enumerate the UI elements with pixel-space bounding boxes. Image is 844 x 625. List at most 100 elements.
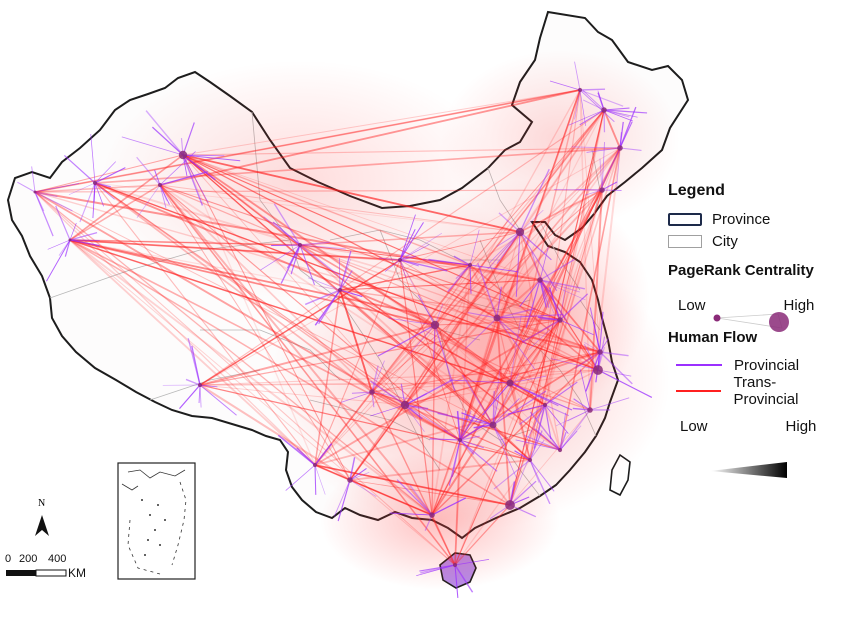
provincial-flow	[390, 512, 433, 516]
trans-provincial-flow	[339, 264, 471, 291]
trans-provincial-flow	[496, 109, 605, 319]
provincial-flow	[456, 410, 461, 441]
provincial-flow	[492, 390, 547, 426]
provincial-flow	[597, 90, 605, 111]
trans-provincial-flow	[69, 239, 401, 261]
provincial-flow	[399, 255, 417, 261]
pagerank-low-label: Low	[678, 296, 706, 314]
scale-bar	[6, 569, 67, 577]
provincial-flow	[514, 450, 531, 461]
provincial-flow	[388, 317, 436, 326]
trans-provincial-flow	[509, 109, 605, 506]
trans-provincial-flow	[496, 279, 541, 319]
provincial-flow	[496, 314, 564, 319]
trans-provincial-flow	[69, 239, 401, 261]
provincial-flow	[469, 264, 472, 294]
provincial-flow	[299, 244, 346, 250]
provincial-flow	[559, 425, 582, 451]
trans-provincial-flow	[69, 154, 184, 241]
provincial-line	[676, 364, 722, 366]
trans-provincial-flow	[69, 239, 301, 246]
trans-provincial-flow	[182, 154, 351, 481]
provincial-flow	[299, 244, 316, 285]
trans-provincial-flow	[431, 147, 621, 516]
trans-provincial-flow	[371, 109, 605, 393]
trans-provincial-flow	[69, 239, 461, 441]
intensity-high-label: High	[785, 417, 817, 435]
provincial-flow	[599, 351, 629, 357]
provincial-flow	[597, 369, 632, 377]
trans-provincial-flow	[349, 459, 531, 481]
provincial-flow	[371, 360, 385, 393]
provincial-flow	[191, 345, 201, 386]
provincial-flow	[537, 316, 561, 321]
pagerank-high-label: High	[783, 296, 815, 314]
provincial-flow	[399, 259, 407, 278]
scale-tick-400: 400	[48, 553, 67, 565]
provincial-flow	[549, 435, 561, 451]
trans-provincial-flow	[434, 324, 511, 384]
provincial-flow	[199, 384, 202, 408]
provincial-flow	[559, 431, 567, 451]
provincial-flow	[349, 479, 377, 497]
provincial-flow	[285, 464, 316, 491]
trans-provincial-flow	[69, 239, 511, 384]
trans-provincial-flow	[349, 404, 406, 481]
trans-provincial-flow	[509, 319, 561, 384]
trans-provincial-flow	[529, 89, 581, 461]
intensity-low-label: Low	[680, 417, 708, 435]
trans-provincial-flow	[404, 231, 521, 406]
provincial-flow	[94, 167, 126, 184]
trans-provincial-flow	[509, 147, 621, 384]
provincial-flow	[579, 369, 591, 411]
provincial-flow	[544, 404, 569, 434]
trans-provincial-flow	[431, 147, 621, 516]
provincial-flow	[64, 239, 71, 257]
provincial-flow	[182, 154, 241, 162]
trans-provincial-flow	[182, 154, 599, 371]
provincial-flow	[519, 209, 544, 233]
provincial-flow	[529, 459, 540, 483]
city-node	[617, 145, 623, 151]
trans-provincial-flow	[94, 182, 316, 466]
trans-provincial-flow	[94, 182, 599, 371]
provincial-flow	[455, 264, 471, 280]
trans-provincial-flow	[544, 404, 561, 451]
trans-provincial-flow	[519, 231, 561, 451]
provincial-flow	[198, 384, 201, 404]
provincial-flow	[121, 136, 184, 156]
trans-provincial-flow	[314, 319, 561, 466]
provincial-flow	[507, 404, 546, 415]
provincial-flow	[467, 312, 498, 319]
provincial-flow	[31, 166, 36, 193]
city-node	[430, 320, 440, 330]
intensity-legend-graphic	[710, 462, 787, 478]
provincial-flow	[515, 439, 561, 451]
provincial-flow	[597, 369, 653, 398]
provincial-flow	[584, 189, 603, 196]
trans-provincial-flow	[399, 259, 461, 441]
provincial-flow	[319, 285, 341, 291]
trans-provincial-flow	[349, 404, 406, 481]
trans-provincial-flow	[529, 109, 605, 461]
provincial-flow	[431, 497, 467, 516]
trans-provincial-flow	[159, 184, 456, 566]
provincial-flow	[579, 89, 586, 126]
city-node	[577, 87, 583, 93]
provincial-flow	[459, 409, 467, 441]
trans-provincial-flow	[34, 191, 461, 441]
provincial-flow	[559, 293, 589, 321]
trans-provincial-flow	[182, 147, 621, 156]
city-node	[506, 379, 514, 387]
trans-provincial-flow	[434, 324, 546, 406]
city-node	[515, 227, 525, 237]
trans-provincial-flow	[94, 182, 599, 371]
provincial-flow	[571, 146, 621, 149]
provincial-flow	[496, 286, 502, 319]
provincial-flow	[154, 169, 161, 186]
trans-provincial-flow	[579, 89, 601, 353]
trans-provincial-flow	[431, 264, 471, 516]
trans-provincial-flow	[509, 409, 591, 506]
provincial-flow	[151, 126, 184, 156]
trans-provincial-flow	[399, 259, 498, 319]
